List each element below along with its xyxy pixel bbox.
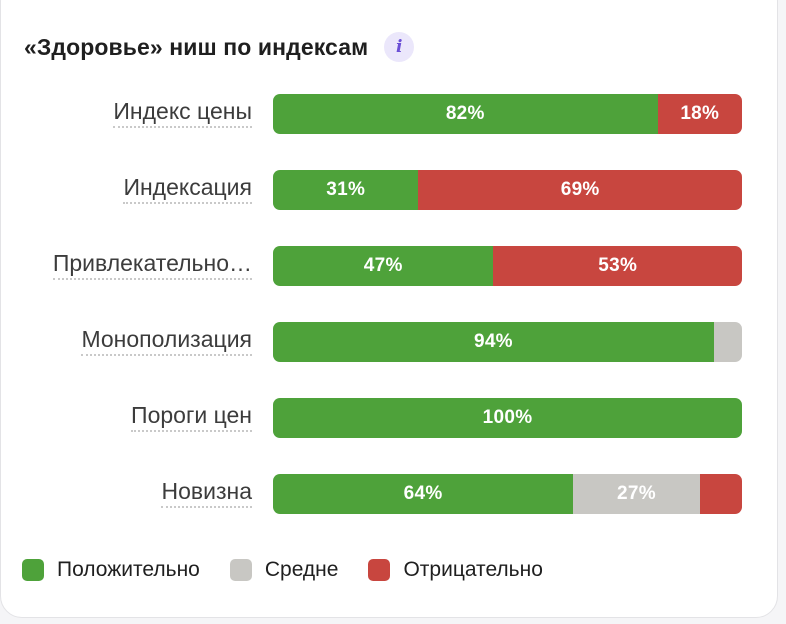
info-icon[interactable]: i: [384, 32, 415, 62]
stacked-bar[interactable]: 94%: [273, 322, 742, 362]
positive-segment: 94%: [273, 322, 714, 362]
legend-label: Отрицательно: [403, 558, 543, 581]
chart-title: «Здоровье» ниш по индексам: [24, 33, 369, 60]
chart-row: Индекс цены 82% 18%: [0, 94, 786, 134]
positive-segment: 31%: [273, 170, 419, 210]
chart-row: Пороги цен 100%: [0, 398, 786, 438]
legend-swatch: [368, 559, 391, 581]
legend-item[interactable]: Отрицательно: [368, 558, 543, 582]
data-label: 31%: [326, 179, 366, 200]
category-label[interactable]: Индексация: [123, 172, 252, 204]
stacked-bar[interactable]: 64% 27%: [273, 474, 742, 514]
legend-label: Средне: [264, 558, 339, 581]
legend-item[interactable]: Положительно: [22, 558, 200, 582]
stacked-bar[interactable]: 82% 18%: [273, 94, 742, 134]
legend-label: Положительно: [57, 558, 200, 581]
category-label[interactable]: Новизна: [161, 476, 252, 508]
negative-segment: 69%: [418, 170, 742, 210]
data-label: 100%: [482, 407, 533, 428]
positive-segment: 64%: [273, 474, 574, 514]
data-label: 64%: [403, 483, 443, 504]
category-label[interactable]: Индекс цены: [113, 96, 252, 128]
chart-row: Индексация 31% 69%: [0, 170, 786, 210]
positive-segment: 47%: [273, 246, 494, 286]
data-label: 69%: [560, 179, 600, 200]
data-label: 94%: [473, 331, 513, 352]
data-label: 53%: [598, 255, 638, 276]
legend-swatch: [22, 559, 44, 581]
title-row: «Здоровье» ниш по индексам i: [24, 32, 415, 62]
chart-legend: Положительно Средне Отрицательно: [22, 558, 573, 582]
legend-swatch: [229, 559, 252, 581]
data-label: 27%: [617, 483, 656, 504]
positive-segment: 82%: [273, 94, 658, 134]
negative-segment: 53%: [493, 246, 742, 286]
chart-row: Новизна 64% 27%: [0, 474, 786, 514]
category-label[interactable]: Привлекательно…: [52, 248, 252, 280]
stacked-bar[interactable]: 47% 53%: [273, 246, 742, 286]
chart-row: Монополизация 94%: [0, 322, 786, 362]
negative-segment: [699, 474, 742, 514]
data-label: 18%: [680, 103, 720, 124]
positive-segment: 100%: [273, 398, 742, 438]
category-label[interactable]: Пороги цен: [131, 400, 252, 432]
stacked-bar[interactable]: 100%: [273, 398, 742, 438]
negative-segment: 18%: [657, 94, 742, 134]
data-label: 82%: [445, 103, 485, 124]
medium-segment: 27%: [573, 474, 700, 514]
category-label[interactable]: Монополизация: [81, 324, 252, 356]
data-label: 47%: [363, 255, 403, 276]
stacked-bar[interactable]: 31% 69%: [273, 170, 742, 210]
medium-segment: [713, 322, 742, 362]
chart-row: Привлекательно… 47% 53%: [0, 246, 786, 286]
legend-item[interactable]: Средне: [229, 558, 339, 582]
